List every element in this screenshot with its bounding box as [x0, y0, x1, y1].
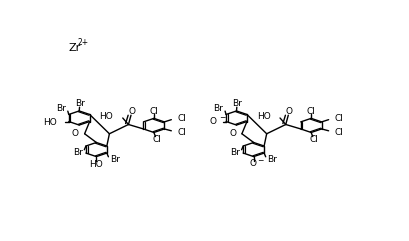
Text: O: O	[285, 107, 292, 116]
Text: Br: Br	[229, 148, 239, 157]
Text: HO: HO	[99, 112, 113, 121]
Text: −: −	[256, 156, 263, 165]
Text: O: O	[229, 129, 236, 138]
Text: Cl: Cl	[149, 107, 158, 116]
Text: O: O	[249, 159, 256, 168]
Text: Br: Br	[75, 99, 85, 108]
Text: HO: HO	[43, 118, 57, 127]
Text: Cl: Cl	[306, 107, 315, 116]
Text: −: −	[218, 113, 225, 122]
Text: HO: HO	[256, 112, 270, 121]
Text: O: O	[209, 117, 216, 126]
Text: Br: Br	[56, 104, 66, 114]
Text: Cl: Cl	[334, 128, 343, 137]
Text: Cl: Cl	[177, 114, 186, 123]
Text: 2+: 2+	[77, 38, 88, 47]
Text: O: O	[128, 107, 135, 116]
Text: Cl: Cl	[152, 135, 161, 144]
Text: Cl: Cl	[309, 135, 318, 144]
Text: Cl: Cl	[334, 114, 343, 123]
Text: O: O	[72, 129, 79, 138]
Text: Br: Br	[267, 155, 276, 164]
Text: Br: Br	[73, 148, 83, 157]
Text: HO: HO	[89, 160, 102, 168]
Text: Br: Br	[213, 104, 223, 114]
Text: Zr: Zr	[68, 43, 80, 54]
Text: Cl: Cl	[177, 128, 186, 137]
Text: Br: Br	[231, 99, 241, 108]
Text: Br: Br	[110, 155, 119, 164]
